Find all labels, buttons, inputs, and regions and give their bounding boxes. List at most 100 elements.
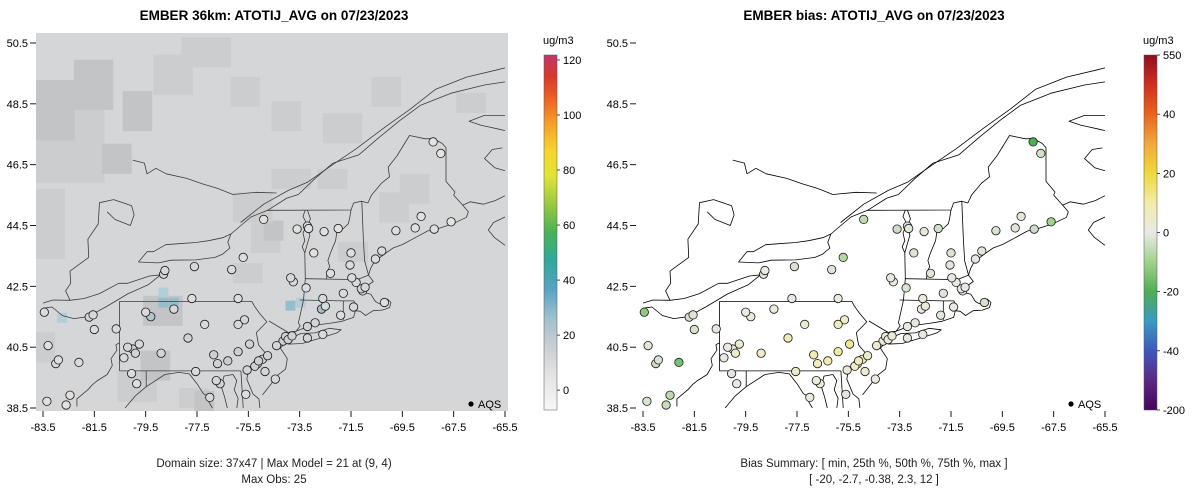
station-point: [947, 273, 957, 283]
colorbar-tick-label: 80: [563, 165, 575, 177]
station-point: [946, 248, 956, 258]
station-point: [1010, 223, 1020, 233]
legend-label: AQS: [1078, 399, 1101, 411]
map-outline-path: [468, 115, 506, 131]
x-tick-label: -79.5: [133, 422, 158, 434]
map-outline-path: [76, 342, 120, 407]
station-point: [302, 333, 312, 343]
station-points: [639, 137, 1056, 410]
map-outline-path: [326, 209, 352, 280]
map-outline-path: [867, 135, 1063, 211]
station-point: [205, 392, 215, 402]
station-point: [920, 301, 930, 311]
x-tick-label: -77.5: [184, 422, 209, 434]
legend-aqs: AQS: [1068, 399, 1101, 411]
axes: -83.5 -81.5 -79.5 -77.5 -75.5 -73.5 -71.5 -69.5…: [607, 38, 1118, 434]
station-point: [1036, 148, 1046, 158]
map-outline-path: [230, 81, 506, 235]
station-point: [960, 282, 970, 292]
model-caption-line1: Domain size: 37x47 | Max Model = 21 at (…: [156, 458, 392, 470]
map-outline-path: [1068, 115, 1106, 131]
station-point: [833, 347, 843, 357]
map-outline-path: [926, 209, 952, 280]
map-outline-path: [732, 159, 877, 195]
y-tick-label: 42.5: [7, 281, 28, 293]
station-point: [410, 223, 420, 233]
station-point: [791, 366, 801, 377]
x-tick-label: -81.5: [682, 422, 707, 434]
map-outline-path: [221, 374, 239, 409]
station-point: [111, 324, 121, 334]
station-point: [209, 350, 219, 360]
map-outline-path: [240, 67, 506, 223]
station-point: [827, 264, 837, 275]
station-point: [760, 265, 770, 276]
station-point: [918, 329, 928, 339]
raster-patch: [73, 59, 114, 110]
raster-patch: [379, 192, 409, 223]
model-caption-line2: Max Obs: 25: [241, 474, 307, 487]
x-tick-label: -67.5: [1041, 422, 1066, 434]
raster-patch: [36, 80, 75, 141]
station-point: [346, 248, 356, 258]
station-point: [719, 353, 729, 363]
model-map-plot: -83.5 -81.5 -79.5 -77.5 -75.5 -73.5 -71.5 -69.5…: [7, 33, 581, 434]
station-point: [741, 307, 751, 317]
map-outline-path: [65, 199, 135, 301]
y-tick-label: 50.5: [607, 38, 628, 50]
raster-patch: [456, 92, 486, 113]
station-point: [933, 223, 943, 234]
x-tick-label: -65.5: [492, 422, 517, 434]
station-point: [870, 374, 880, 384]
bias-plot-caption: Bias Summary: [ min, 25th %, 50th %, 75t…: [600, 456, 1148, 488]
raster-patch: [168, 297, 179, 308]
station-point: [43, 340, 53, 351]
station-point: [245, 339, 255, 349]
y-tick-label: 42.5: [607, 281, 628, 293]
bias-plot-title: EMBER bias: ATOTIJ_AVG on 07/23/2023: [743, 8, 1005, 23]
raster-patch: [57, 312, 67, 323]
y-tick-label: 48.5: [607, 99, 628, 111]
station-point: [53, 355, 64, 365]
station-point: [130, 348, 140, 358]
raster-patch: [122, 91, 153, 132]
station-point: [88, 310, 98, 320]
station-point: [711, 324, 721, 334]
bias-caption-line1: Bias Summary: [ min, 25th %, 50th %, 75t…: [740, 458, 1008, 470]
colorbar-tick-label: 0: [1163, 228, 1169, 240]
map-outline-path: [1084, 147, 1106, 172]
map-outline-path: [240, 370, 244, 409]
map-outline-path: [487, 216, 506, 246]
station-point: [919, 227, 929, 237]
x-tick-label: -81.5: [82, 422, 107, 434]
station-point: [970, 254, 980, 264]
station-point: [886, 273, 896, 283]
station-point: [860, 366, 870, 377]
station-point: [132, 379, 142, 389]
raster-patch: [140, 350, 171, 381]
station-point: [336, 310, 346, 320]
map-outline-path: [821, 374, 839, 409]
station-point: [642, 396, 652, 406]
station-point: [732, 379, 742, 389]
y-tick-label: 40.5: [7, 342, 28, 354]
map-outline-path: [665, 199, 735, 301]
station-point: [262, 351, 273, 361]
station-point: [333, 223, 343, 234]
station-point: [688, 310, 698, 320]
station-point: [841, 389, 851, 399]
station-point: [823, 356, 833, 366]
station-point: [318, 329, 328, 339]
station-point: [904, 223, 914, 234]
raster-patch: [285, 300, 296, 311]
station-point: [839, 315, 850, 325]
colorbar-title: ug/m3: [543, 35, 574, 47]
station-point: [134, 339, 144, 349]
station-point: [727, 368, 737, 379]
station-point: [89, 324, 99, 335]
bias-map-layer: [639, 67, 1106, 410]
colorbar-tick-label: -20: [1163, 287, 1179, 299]
station-point: [123, 342, 133, 352]
station-point: [187, 293, 197, 304]
